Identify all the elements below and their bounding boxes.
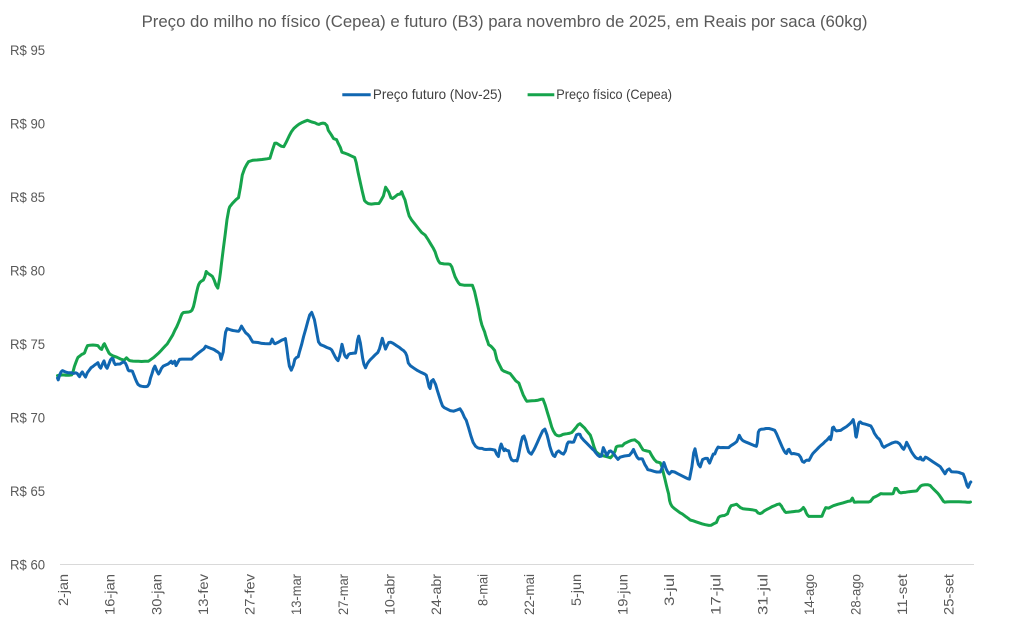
- svg-text:28-ago: 28-ago: [849, 574, 864, 615]
- svg-text:13-fev: 13-fev: [196, 574, 211, 615]
- svg-text:16-jan: 16-jan: [103, 574, 118, 615]
- svg-text:3-jul: 3-jul: [662, 574, 677, 606]
- svg-text:10-abr: 10-abr: [382, 574, 397, 615]
- svg-text:R$ 70: R$ 70: [10, 410, 46, 425]
- svg-text:11-set: 11-set: [895, 574, 910, 615]
- svg-text:R$ 90: R$ 90: [10, 116, 46, 131]
- svg-text:R$ 65: R$ 65: [10, 484, 45, 499]
- svg-text:14-ago: 14-ago: [802, 574, 817, 615]
- svg-text:22-mai: 22-mai: [522, 574, 537, 615]
- svg-text:R$ 60: R$ 60: [10, 557, 46, 572]
- svg-text:Preço futuro (Nov-25): Preço futuro (Nov-25): [373, 87, 502, 102]
- svg-text:19-jun: 19-jun: [615, 574, 630, 615]
- svg-text:5-jun: 5-jun: [569, 574, 584, 606]
- svg-text:R$ 85: R$ 85: [10, 190, 45, 205]
- svg-text:27-mar: 27-mar: [336, 574, 351, 615]
- svg-text:13-mar: 13-mar: [289, 574, 304, 615]
- svg-text:R$ 80: R$ 80: [10, 263, 46, 278]
- svg-text:27-fev: 27-fev: [243, 574, 258, 615]
- svg-text:17-jul: 17-jul: [709, 574, 724, 615]
- svg-text:Preço físico (Cepea): Preço físico (Cepea): [556, 87, 672, 102]
- svg-text:24-abr: 24-abr: [429, 574, 444, 615]
- svg-text:8-mai: 8-mai: [476, 574, 491, 606]
- svg-text:Preço do milho no físico (Cepe: Preço do milho no físico (Cepea) e futur…: [142, 12, 868, 31]
- svg-text:30-jan: 30-jan: [149, 574, 164, 615]
- svg-text:R$ 95: R$ 95: [10, 43, 45, 58]
- svg-text:31-jul: 31-jul: [755, 574, 770, 615]
- svg-text:25-set: 25-set: [942, 574, 957, 615]
- svg-text:2-jan: 2-jan: [56, 574, 71, 606]
- svg-text:R$ 75: R$ 75: [10, 337, 45, 352]
